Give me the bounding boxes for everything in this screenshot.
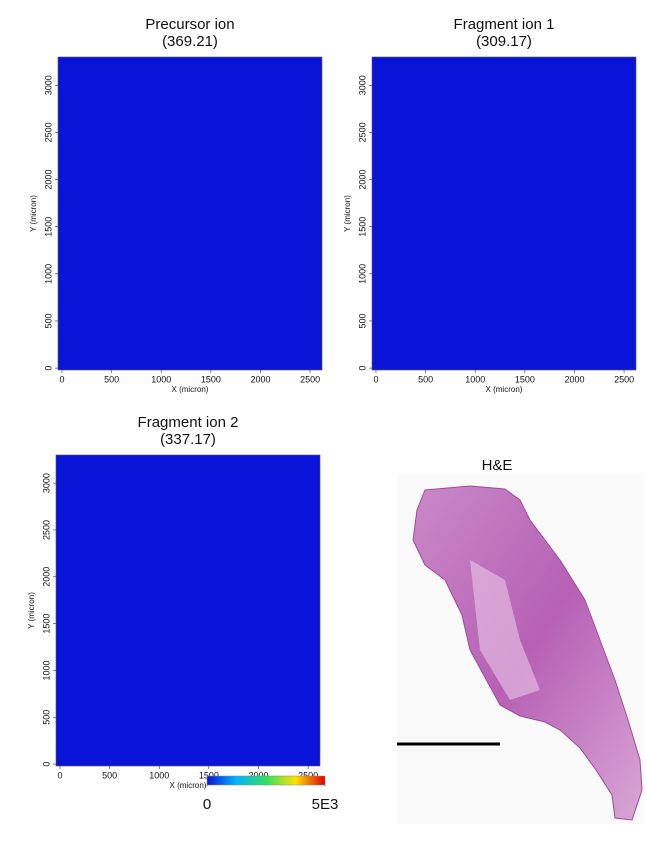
x-tick-label: 0 [57, 770, 62, 780]
y-tick-label: 0 [43, 366, 53, 371]
x-tick-label: 1500 [201, 374, 221, 384]
heatmap-cell [372, 57, 636, 370]
y-tick-label: 2500 [43, 122, 53, 142]
plot-frame [55, 454, 321, 767]
panel-title: H&E [482, 457, 513, 474]
x-axis-label: X (micron) [486, 385, 523, 394]
x-tick-label: 0 [373, 374, 378, 384]
panel-title: Fragment ion 2 [138, 414, 239, 431]
y-tick-label: 3000 [41, 473, 51, 493]
x-tick-label: 2500 [300, 374, 320, 384]
x-tick-label: 2500 [614, 374, 634, 384]
plot-frame [371, 56, 637, 371]
y-tick-label: 2000 [43, 170, 53, 190]
y-tick-label: 3000 [43, 75, 53, 95]
panel-title: Fragment ion 1 [454, 16, 555, 33]
he-panel: H&E [397, 457, 643, 824]
x-tick-label: 1000 [465, 374, 485, 384]
y-tick-label: 2500 [357, 122, 367, 142]
x-tick-label: 2000 [564, 374, 584, 384]
y-tick-label: 3000 [357, 75, 367, 95]
x-tick-label: 0 [59, 374, 64, 384]
y-tick-label: 500 [357, 313, 367, 328]
x-tick-label: 500 [104, 374, 119, 384]
heatmap-cell [56, 455, 320, 766]
x-tick-label: 1000 [151, 374, 171, 384]
colorbar [206, 775, 326, 786]
y-tick-label: 1000 [41, 660, 51, 680]
x-tick-label: 1000 [149, 770, 169, 780]
y-tick-label: 1000 [357, 264, 367, 284]
x-tick-label: 500 [418, 374, 433, 384]
x-tick-label: 1500 [199, 770, 219, 780]
y-axis-label: Y (micron) [29, 195, 38, 232]
y-tick-label: 2000 [357, 170, 367, 190]
colorbar-label: 5E3 [312, 796, 339, 813]
y-tick-label: 1500 [357, 217, 367, 237]
panel-subtitle: (337.17) [160, 431, 216, 448]
x-tick-label: 2000 [248, 770, 268, 780]
colorbar-label: 0 [203, 796, 211, 813]
heatmap-cell [58, 57, 322, 370]
y-tick-label: 500 [43, 313, 53, 328]
x-axis-label: X (micron) [172, 385, 209, 394]
y-axis-label: Y (micron) [27, 592, 36, 629]
panel-subtitle: (369.21) [162, 33, 218, 50]
y-axis-label: Y (micron) [343, 195, 352, 232]
y-tick-label: 1000 [43, 264, 53, 284]
plot-frame [57, 56, 323, 371]
y-tick-label: 1500 [43, 217, 53, 237]
y-tick-label: 1500 [41, 614, 51, 634]
y-tick-label: 2500 [41, 520, 51, 540]
x-tick-label: 500 [102, 770, 117, 780]
x-tick-label: 2000 [250, 374, 270, 384]
tissue [412, 485, 643, 821]
x-tick-label: 1500 [515, 374, 535, 384]
y-tick-label: 0 [357, 366, 367, 371]
tissue-detail [470, 560, 540, 700]
panel-title: Precursor ion [145, 16, 234, 33]
panel-subtitle: (309.17) [476, 33, 532, 50]
x-axis-label: X (micron) [170, 781, 207, 790]
y-tick-label: 2000 [41, 567, 51, 587]
x-tick-label: 2500 [298, 770, 318, 780]
y-tick-label: 500 [41, 710, 51, 725]
y-tick-label: 0 [41, 762, 51, 767]
